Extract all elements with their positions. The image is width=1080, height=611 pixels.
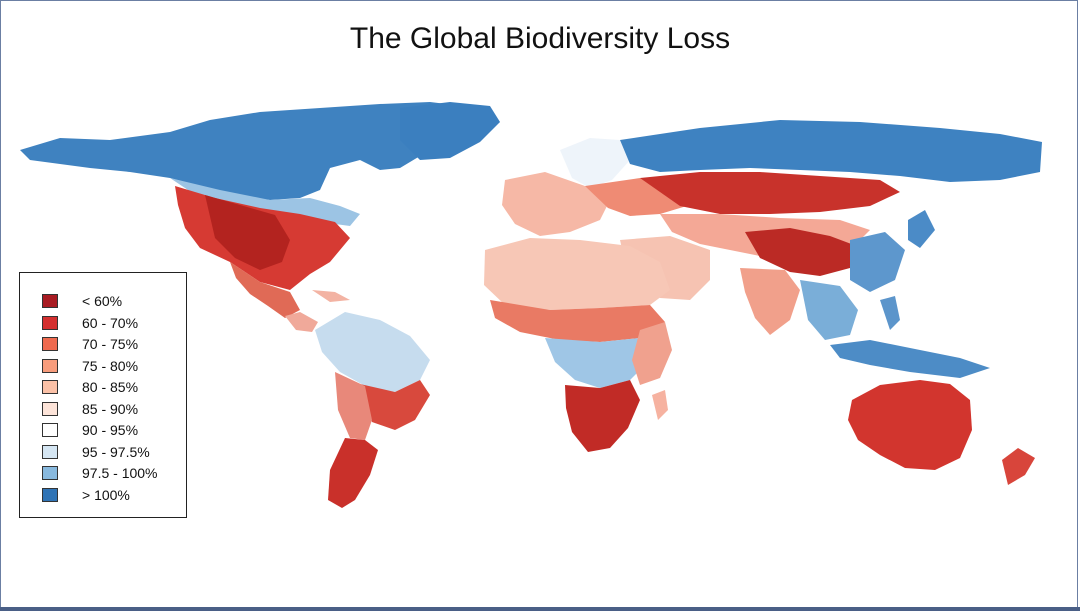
usa-core xyxy=(205,195,290,270)
legend-item: 60 - 70% xyxy=(42,315,138,331)
legend-item: 80 - 85% xyxy=(42,379,138,395)
legend-label: 70 - 75% xyxy=(82,336,139,352)
caribbean xyxy=(312,290,350,302)
legend-label: 80 - 85% xyxy=(82,379,139,395)
new-zealand xyxy=(1002,448,1035,485)
greenland xyxy=(400,102,500,160)
legend-label: > 100% xyxy=(82,486,130,503)
sa-south xyxy=(328,438,378,508)
legend-swatch xyxy=(42,444,58,459)
sa-north xyxy=(315,312,430,392)
russia-south xyxy=(640,172,900,214)
southern-africa xyxy=(565,380,640,452)
philippines xyxy=(880,296,900,330)
legend-item: 97.5 - 100% xyxy=(42,465,158,481)
indonesia xyxy=(830,340,990,378)
arctic-canada xyxy=(20,102,500,200)
siberia xyxy=(620,120,1042,182)
europe-west xyxy=(502,172,610,236)
central-america xyxy=(285,312,318,332)
legend-swatch xyxy=(42,423,58,437)
legend-label: < 60% xyxy=(82,293,123,309)
legend-label: 97.5 - 100% xyxy=(82,465,158,481)
south-america xyxy=(315,312,430,508)
legend-swatch xyxy=(42,380,58,394)
oceania xyxy=(848,380,1035,485)
east-china xyxy=(850,232,905,292)
scandinavia xyxy=(560,138,630,188)
legend-swatch xyxy=(42,487,58,502)
sahel xyxy=(490,300,665,342)
legend-item: 95 - 97.5% xyxy=(42,444,150,460)
east-africa xyxy=(632,322,672,385)
sa-east xyxy=(360,380,430,430)
australia xyxy=(848,380,972,470)
india xyxy=(740,268,800,335)
legend-label: 75 - 80% xyxy=(82,357,139,374)
map-title: The Global Biodiversity Loss xyxy=(349,22,731,55)
legend-item: 70 - 75% xyxy=(42,336,138,352)
legend: < 60% 60 - 70% 70 - 75% 75 - 80% 80 - 85… xyxy=(19,272,187,518)
tibet-china xyxy=(745,228,862,276)
canada-south xyxy=(170,178,360,226)
japan xyxy=(908,210,935,248)
legend-label: 60 - 70% xyxy=(82,314,139,331)
slide-bottom-bar xyxy=(0,607,1080,611)
legend-item: > 100% xyxy=(42,487,130,503)
central-africa xyxy=(545,338,650,388)
legend-swatch xyxy=(42,315,58,330)
legend-item: 75 - 80% xyxy=(42,358,138,374)
madagascar xyxy=(652,390,668,420)
southeast-asia xyxy=(800,280,858,340)
africa xyxy=(484,238,672,452)
legend-item: 90 - 95% xyxy=(42,422,138,438)
legend-swatch xyxy=(42,401,58,416)
sa-central xyxy=(335,372,372,440)
mexico xyxy=(230,262,300,318)
legend-label: 85 - 90% xyxy=(82,400,139,417)
legend-swatch xyxy=(42,466,58,480)
legend-swatch xyxy=(42,358,58,373)
legend-item: 85 - 90% xyxy=(42,401,138,417)
north-africa xyxy=(484,238,670,310)
north-america xyxy=(20,102,500,332)
legend-label: 90 - 95% xyxy=(82,422,139,438)
legend-swatch xyxy=(42,337,58,351)
legend-item: < 60% xyxy=(42,293,122,309)
legend-swatch xyxy=(42,294,58,308)
legend-label: 95 - 97.5% xyxy=(82,443,150,460)
asia xyxy=(620,120,1042,378)
